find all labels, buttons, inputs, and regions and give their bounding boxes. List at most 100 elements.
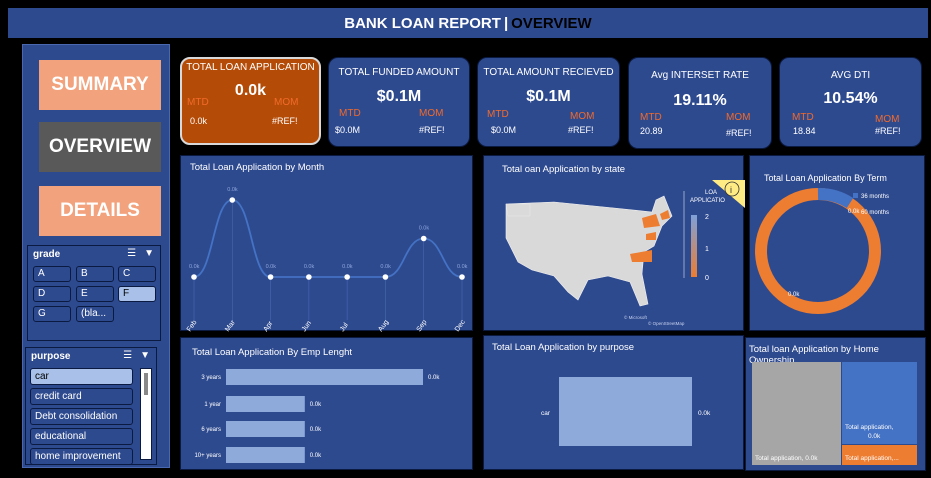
clear-filter-icon[interactable]: ▼ [140, 350, 150, 361]
scrollbar-thumb[interactable] [144, 373, 148, 395]
data-point [459, 274, 465, 280]
purpose-option[interactable]: educational [30, 428, 133, 445]
mtd-value: 20.89 [640, 126, 663, 136]
sidebar: SUMMARY OVERVIEW DETAILS grade ☰ ▼ A B C… [22, 44, 170, 468]
chart-title: Total loan Application by Home Ownership [749, 344, 879, 366]
kpi-value: 10.54% [823, 90, 878, 107]
grade-option[interactable]: A [33, 266, 71, 282]
purpose-slicer-icons: ☰ ▼ [123, 350, 150, 361]
purpose-option-selected[interactable]: car [30, 368, 133, 385]
data-point [191, 274, 197, 280]
chart-title: Total Loan Application By Term [764, 173, 887, 183]
data-point [267, 274, 274, 280]
x-tick-label: Jul [339, 321, 350, 332]
select-options-icon[interactable]: ☰ [123, 350, 133, 361]
bar [226, 369, 423, 385]
grade-option[interactable]: (bla... [76, 306, 114, 322]
treemap-label: Total application,... [845, 455, 899, 462]
map-attribution: © Microsoft [624, 314, 648, 320]
purpose-option[interactable]: credit card [30, 388, 133, 405]
kpi-title: TOTAL AMOUNT RECIEVED [483, 67, 614, 78]
mom-label: MOM [274, 97, 299, 108]
purpose-option[interactable]: Debt consolidation [30, 408, 133, 425]
loan-by-term-panel: Total Loan Application By Term 36 months… [749, 155, 925, 331]
mom-value: #REF! [726, 128, 752, 138]
grade-option[interactable]: B [76, 266, 114, 282]
line-chart: 0.0k Feb 0.0k Mar 0.0k Apr 0.0k Jun 0.0k Jul 0.0k A… [186, 187, 468, 332]
details-button[interactable]: DETAILS [39, 186, 161, 236]
legend-tick: 0 [705, 275, 709, 282]
grade-option[interactable]: E [76, 286, 114, 302]
chart-title: Total Loan Application By Emp Lenght [192, 347, 353, 358]
grade-slicer-title: grade [33, 249, 61, 260]
summary-button[interactable]: SUMMARY [39, 60, 161, 110]
kpi-value: $0.1M [376, 88, 422, 105]
kpi-avg-interest-rate: Avg INTERSET RATE 19.11% MTD MOM 20.89 #… [628, 57, 772, 149]
x-tick-label: Dec [454, 319, 467, 332]
treemap-cell-other [752, 362, 841, 465]
info-icon[interactable] [724, 181, 740, 197]
grade-option-selected[interactable]: F [118, 286, 156, 302]
treemap-label: Total application, [845, 424, 894, 431]
data-label: 0.0k [698, 410, 711, 417]
data-point [344, 274, 350, 280]
kpi-title: Avg INTERSET RATE [651, 70, 749, 81]
y-tick-label: 1 year [204, 402, 221, 408]
grade-option[interactable]: C [118, 266, 156, 282]
legend-tick: 2 [705, 214, 709, 221]
purpose-scrollbar[interactable] [140, 368, 152, 460]
data-label: 0.0k [848, 209, 860, 215]
y-tick-label: 10+ years [194, 453, 221, 459]
data-point [229, 197, 236, 203]
legend-title: LOA [705, 190, 717, 196]
us-outline [505, 195, 673, 307]
y-tick-label: 3 years [201, 375, 221, 381]
chart-title: Total Loan Application by purpose [492, 342, 635, 353]
grade-option[interactable]: D [33, 286, 71, 302]
legend-swatch-36 [853, 193, 858, 198]
data-point [306, 274, 312, 280]
grade-slicer: grade ☰ ▼ A B C D E F G (bla... [27, 245, 161, 341]
mtd-label: MTD [792, 112, 814, 123]
bar [559, 377, 692, 446]
mom-label: MOM [726, 112, 751, 123]
loan-by-emp-length-panel: Total Loan Application By Emp Lenght 3 y… [180, 337, 473, 470]
treemap-cell-mortgage [842, 362, 917, 444]
title-separator: | [503, 14, 509, 32]
overview-button[interactable]: OVERVIEW [39, 122, 161, 172]
mtd-value: $0.0M [335, 125, 361, 135]
state-highlight-massachusetts [660, 210, 670, 220]
treemap-label: Total application, 0.0k [755, 455, 818, 462]
mom-value: #REF! [568, 125, 594, 135]
mtd-value: 0.0k [190, 116, 208, 126]
purpose-bar-chart: car 0.0k [541, 377, 711, 446]
x-tick-label: Apr [262, 320, 274, 332]
data-label: 0.0k [304, 264, 315, 270]
treemap: Total application, 0.0k Total applicatio… [752, 362, 917, 465]
purpose-slicer-title: purpose [31, 351, 71, 362]
data-label: 0.0k [457, 264, 468, 270]
report-subtitle: OVERVIEW [511, 14, 592, 32]
mom-label: MOM [419, 108, 444, 119]
purpose-option[interactable]: home improvement [30, 448, 133, 465]
select-options-icon[interactable]: ☰ [127, 248, 137, 259]
clear-filter-icon[interactable]: ▼ [144, 248, 154, 259]
state-washington [505, 203, 531, 217]
kpi-title: TOTAL FUNDED AMOUNT [338, 67, 460, 78]
mtd-label: MTD [640, 112, 662, 123]
map-attribution: © OpenStreetMap [648, 320, 685, 326]
data-label: 0.0k [310, 402, 322, 408]
y-tick-label: 6 years [201, 427, 221, 433]
legend-label-36: 36 months [861, 194, 889, 200]
data-label: 0.0k [380, 264, 391, 270]
mom-label: MOM [570, 111, 595, 122]
grade-option[interactable]: G [33, 306, 71, 322]
purpose-slicer: purpose ☰ ▼ car credit card Debt consoli… [25, 347, 157, 465]
kpi-total-amount-received: TOTAL AMOUNT RECIEVED $0.1M MTD MOM $0.0… [477, 57, 620, 147]
legend-gradient [691, 215, 697, 277]
loan-by-state-panel: Total oan Application by state LOA APPLI… [483, 155, 745, 331]
state-highlight-north-carolina [630, 250, 652, 262]
state-highlight-maryland [646, 232, 656, 240]
legend-title: APPLICATIO [690, 198, 725, 204]
